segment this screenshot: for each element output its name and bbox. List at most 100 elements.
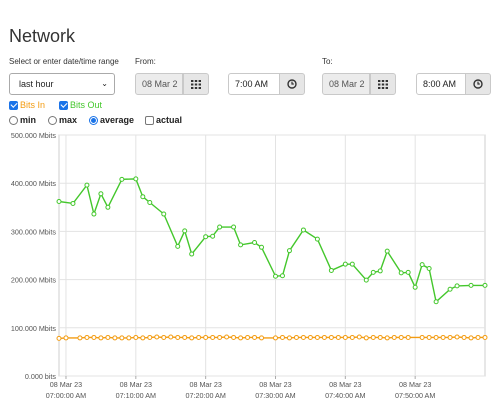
bits-in-point [154, 334, 160, 340]
bits-out-point [98, 191, 104, 197]
bits-out-point [328, 267, 334, 273]
bits-in-point [224, 334, 230, 340]
bits-out-point [56, 199, 62, 205]
from-time-input[interactable]: 7:00 AM [228, 73, 280, 95]
actual-checkbox[interactable] [145, 115, 154, 125]
max-label: max [59, 115, 78, 125]
bits-out-toggle[interactable]: Bits Out [59, 100, 102, 110]
bits-in-point [440, 334, 446, 340]
actual-label: actual [156, 115, 183, 125]
x-tick-time: 07:20:00 AM [185, 391, 225, 400]
bits-in-point [328, 334, 334, 340]
bits-in-point [293, 334, 299, 340]
bits-out-point [231, 224, 237, 230]
bits-in-point [91, 334, 97, 340]
bits-in-point [210, 334, 216, 340]
to-date-input[interactable]: 08 Mar 2 [322, 73, 370, 95]
x-tick-date: 08 Mar 23 [399, 380, 431, 389]
min-option[interactable]: min [9, 115, 36, 125]
average-radio[interactable] [89, 115, 98, 125]
actual-toggle[interactable]: actual [145, 115, 182, 125]
bits-out-point [105, 204, 111, 210]
to-calendar-button[interactable] [370, 73, 396, 95]
bits-in-point [126, 335, 132, 341]
bits-in-point [377, 334, 383, 340]
bits-in-point [112, 335, 118, 341]
x-tick-time: 07:40:00 AM [325, 391, 365, 400]
range-select[interactable]: last hour ⌄ [9, 73, 115, 95]
bits-out-line [58, 178, 485, 304]
bits-out-point [133, 176, 139, 182]
bits-out-point [447, 286, 453, 292]
bits-out-point [342, 261, 348, 267]
bits-in-point [461, 334, 467, 340]
bits-in-point [279, 334, 285, 340]
bits-out-point [182, 228, 188, 234]
x-tick-time: 07:10:00 AM [116, 391, 156, 400]
bits-in-point [272, 335, 278, 341]
bits-out-point [419, 262, 425, 268]
from-label: From: [135, 57, 156, 66]
x-tick-date: 08 Mar 23 [189, 380, 221, 389]
bits-out-point [349, 261, 355, 267]
bits-in-point [147, 334, 153, 340]
bits-out-point [300, 227, 306, 233]
bits-in-point [63, 335, 69, 341]
from-date-input[interactable]: 08 Mar 2 [135, 73, 183, 95]
from-clock-button[interactable] [279, 73, 305, 95]
x-tick-date: 08 Mar 23 [259, 380, 291, 389]
y-tick-label: 400.000 Mbits [11, 179, 57, 188]
bits-out-point [119, 176, 125, 182]
bits-in-point [468, 335, 474, 341]
bits-in-toggle[interactable]: Bits In [9, 100, 45, 110]
max-radio[interactable] [48, 115, 57, 125]
bits-in-point [105, 334, 111, 340]
bits-in-point [203, 334, 209, 340]
bits-in-point [363, 335, 369, 341]
bits-out-point [370, 269, 376, 275]
chevron-down-icon: ⌄ [101, 79, 108, 88]
max-option[interactable]: max [48, 115, 77, 125]
bits-in-point [84, 334, 90, 340]
average-label: average [100, 115, 135, 125]
bits-out-point [398, 270, 404, 276]
y-tick-label: 100.000 Mbits [11, 324, 57, 333]
bits-out-point [363, 277, 369, 283]
bits-out-point [405, 269, 411, 275]
y-tick-label: 300.000 Mbits [11, 227, 57, 236]
average-option[interactable]: average [89, 115, 134, 125]
bits-in-point [161, 334, 167, 340]
plot-area [58, 134, 486, 377]
calendar-icon [378, 79, 388, 89]
bits-in-point [482, 334, 488, 340]
clock-icon [473, 79, 483, 89]
bits-in-label: Bits In [20, 100, 46, 110]
bits-in-line [58, 336, 485, 340]
to-time-input[interactable]: 8:00 AM [416, 73, 466, 95]
bits-out-point [91, 211, 97, 217]
bits-out-point [210, 233, 216, 239]
bits-in-point [314, 334, 320, 340]
x-tick-date: 08 Mar 23 [120, 380, 152, 389]
bits-out-point [377, 268, 383, 274]
bits-out-point [84, 182, 90, 188]
bits-out-point [454, 283, 460, 289]
clock-icon [287, 79, 297, 89]
bits-out-checkbox[interactable] [59, 100, 68, 110]
bits-in-point [321, 334, 327, 340]
bits-in-point [475, 334, 481, 340]
bits-in-point [419, 334, 425, 340]
bits-in-point [98, 335, 104, 341]
bits-out-point [217, 224, 223, 230]
bits-in-point [259, 335, 265, 341]
bits-out-point [426, 266, 432, 272]
bits-out-point [259, 244, 265, 250]
x-tick-time: 07:30:00 AM [255, 391, 295, 400]
to-clock-button[interactable] [465, 73, 491, 95]
bits-in-point [433, 334, 439, 340]
min-radio[interactable] [9, 115, 18, 125]
page-title: Network [9, 26, 76, 46]
from-calendar-button[interactable] [183, 73, 209, 95]
bits-out-point [70, 200, 76, 206]
bits-in-checkbox[interactable] [9, 100, 18, 110]
